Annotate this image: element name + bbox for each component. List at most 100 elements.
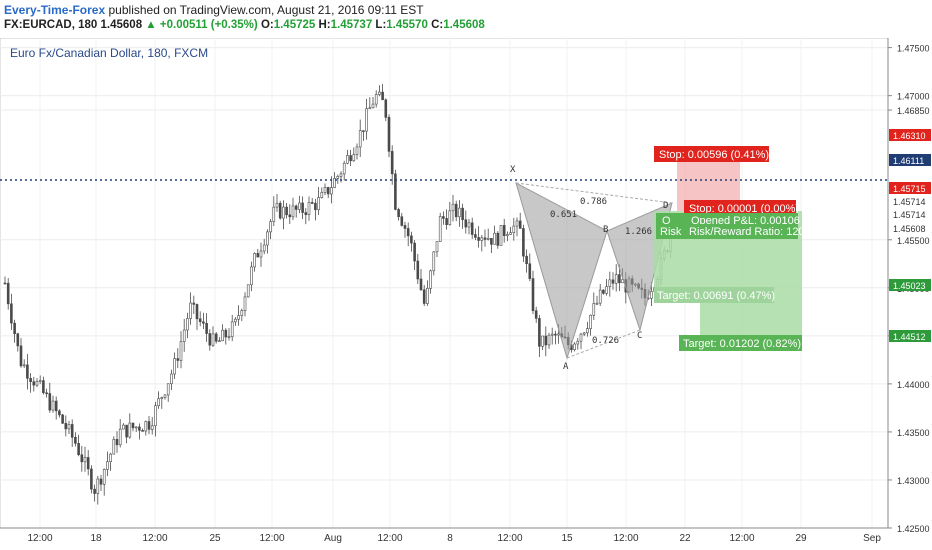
candle-body bbox=[474, 234, 477, 238]
candle-body bbox=[477, 237, 480, 241]
candle-body bbox=[182, 329, 186, 342]
candle-body bbox=[320, 192, 324, 198]
y-tick-label: 1.44000 bbox=[897, 380, 930, 390]
candle-body bbox=[10, 303, 13, 324]
candle-body bbox=[397, 209, 400, 218]
y-tick-label: 1.43000 bbox=[897, 476, 930, 486]
candle-body bbox=[253, 253, 256, 268]
candle-body bbox=[368, 107, 372, 110]
candle-body bbox=[42, 380, 45, 394]
candle-series bbox=[3, 83, 672, 505]
candle-body bbox=[221, 329, 224, 342]
candle-body bbox=[378, 91, 381, 95]
candle-body bbox=[326, 187, 330, 195]
last-price: 1.45608 bbox=[100, 19, 143, 31]
time-axis[interactable]: 12:00 18 12:00 25 12:00 Aug 12:00 8 12:00 15 12:00… bbox=[0, 527, 888, 544]
candle-body bbox=[304, 212, 308, 215]
candle-body bbox=[381, 91, 384, 101]
candle-body bbox=[595, 302, 599, 305]
candle-body bbox=[384, 99, 388, 118]
candle-body bbox=[451, 203, 455, 212]
candle-body bbox=[342, 162, 346, 175]
author-link[interactable]: Every-Time-Forex bbox=[4, 3, 106, 17]
price-marker-label: 1.45023 bbox=[893, 281, 926, 291]
candle-body bbox=[115, 439, 119, 446]
candle-body bbox=[154, 405, 157, 427]
x-tick-label: 15 bbox=[561, 533, 573, 544]
open-value: 1.45725 bbox=[273, 19, 316, 31]
candle-body bbox=[602, 289, 605, 294]
candle-body bbox=[195, 304, 199, 320]
low-value: 1.45570 bbox=[386, 19, 428, 31]
candle-body bbox=[266, 231, 269, 246]
candle-body bbox=[483, 237, 487, 240]
x-tick-label: 8 bbox=[447, 533, 453, 544]
candle-body bbox=[214, 333, 218, 342]
candle-body bbox=[387, 117, 391, 152]
target-box-2 bbox=[679, 335, 802, 351]
candle-body bbox=[403, 225, 407, 229]
candle-body bbox=[573, 343, 576, 351]
candle-body bbox=[515, 220, 519, 227]
candle-body bbox=[38, 380, 42, 382]
x-tick-label: 12:00 bbox=[27, 533, 52, 544]
candle-body bbox=[547, 334, 551, 346]
price-chart[interactable]: X A B C D 0.651 0.786 1.266 0.726 Stop: … bbox=[0, 38, 932, 550]
price-marker-box bbox=[889, 279, 931, 291]
candle-body bbox=[198, 318, 202, 323]
x-tick-label: 12:00 bbox=[142, 533, 167, 544]
candle-body bbox=[438, 216, 442, 242]
candle-body bbox=[112, 439, 116, 455]
pattern-point-x: X bbox=[510, 165, 516, 175]
candle-body bbox=[301, 202, 304, 213]
symbol-label: FX:EURCAD, 180 bbox=[4, 19, 98, 31]
stop-box-1 bbox=[654, 146, 769, 162]
candle-body bbox=[650, 291, 653, 299]
candle-body bbox=[330, 187, 333, 195]
candle-body bbox=[349, 155, 352, 162]
candle-body bbox=[426, 288, 429, 304]
candle-body bbox=[58, 410, 61, 416]
price-marker-label: 1.46310 bbox=[893, 131, 926, 141]
price-marker-box bbox=[889, 330, 931, 342]
candle-body bbox=[307, 202, 311, 215]
candle-body bbox=[496, 232, 500, 246]
open-label: O: bbox=[260, 19, 274, 31]
candle-body bbox=[400, 216, 404, 226]
candle-body bbox=[406, 228, 410, 237]
candle-body bbox=[3, 282, 7, 285]
candle-body bbox=[230, 321, 234, 337]
pattern-point-b: B bbox=[603, 225, 608, 235]
candle-body bbox=[205, 322, 208, 334]
candle-body bbox=[147, 421, 151, 430]
candle-body bbox=[458, 207, 461, 218]
candle-body bbox=[608, 279, 612, 287]
trade-tool[interactable]: Stop: 0.00596 (0.41%) Stop: 0.00001 (0.0… bbox=[654, 146, 811, 351]
candle-body bbox=[90, 468, 93, 490]
target-label-1: Target: 0.00691 (0.47%) bbox=[657, 290, 775, 302]
y-tick-label: 1.42500 bbox=[897, 524, 930, 534]
candle-body bbox=[422, 289, 426, 304]
candle-body bbox=[618, 274, 621, 284]
price-axis[interactable]: 1.475001.470001.468501.455001.450001.445… bbox=[887, 38, 931, 534]
candle-body bbox=[493, 232, 496, 245]
candle-body bbox=[237, 315, 240, 320]
y-tick-label: 1.43500 bbox=[897, 428, 930, 438]
x-tick-label: Sep bbox=[863, 533, 881, 544]
candle-body bbox=[186, 318, 189, 331]
candle-body bbox=[122, 424, 125, 430]
x-tick-label: 12:00 bbox=[613, 533, 638, 544]
price-marker-box bbox=[889, 195, 931, 207]
candle-body bbox=[470, 222, 474, 235]
candle-body bbox=[582, 332, 586, 335]
target-box-1 bbox=[654, 287, 774, 303]
candle-body bbox=[32, 381, 36, 386]
candle-body bbox=[410, 235, 413, 244]
candle-body bbox=[365, 108, 368, 132]
candle-body bbox=[285, 206, 288, 216]
candle-body bbox=[259, 250, 263, 258]
candle-body bbox=[218, 340, 221, 343]
candle-body bbox=[250, 266, 253, 286]
candle-body bbox=[26, 364, 29, 379]
candle-body bbox=[499, 225, 503, 246]
